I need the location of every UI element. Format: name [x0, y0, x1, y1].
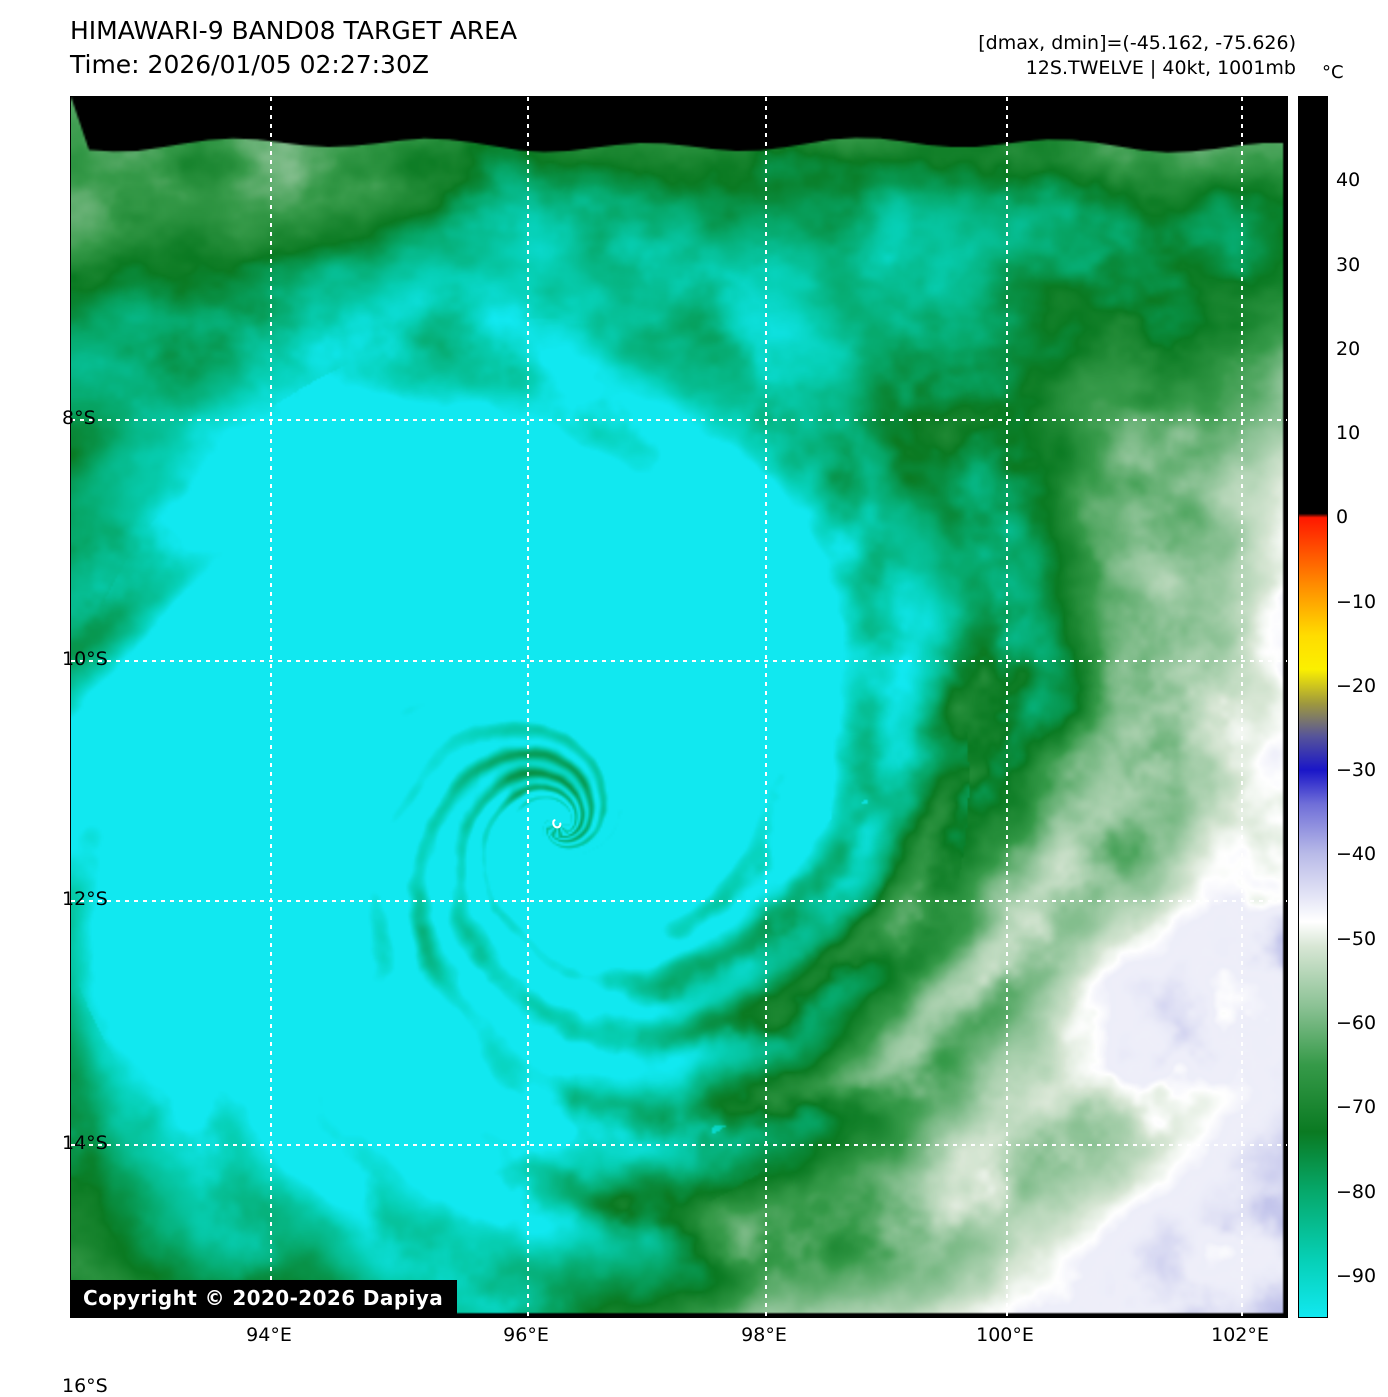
satellite-image-plot: Copyright © 2020-2026 Dapiya — [70, 96, 1288, 1318]
page-title: HIMAWARI-9 BAND08 TARGET AREA — [70, 16, 518, 45]
colorbar-tick-label: −30 — [1336, 759, 1377, 782]
colorbar-tick-label: −80 — [1336, 1180, 1377, 1203]
colorbar-tick-label: 40 — [1336, 169, 1361, 192]
colorbar — [1298, 96, 1328, 1318]
colorbar-tick-label: 30 — [1336, 253, 1361, 276]
colorbar-tick-label: −10 — [1336, 590, 1377, 613]
x-axis-tick-label: 98°E — [741, 1324, 787, 1346]
colorbar-unit-label: °C — [1322, 62, 1344, 83]
colorbar-tick-label: −90 — [1336, 1264, 1377, 1287]
x-axis-tick-label: 100°E — [976, 1324, 1034, 1346]
copyright-watermark: Copyright © 2020-2026 Dapiya — [71, 1280, 458, 1317]
title-block: HIMAWARI-9 BAND08 TARGET AREA Time: 2026… — [70, 14, 517, 82]
colorbar-tick-label: −50 — [1336, 927, 1377, 950]
colorbar-tick-label: −60 — [1336, 1012, 1377, 1035]
colorbar-tick-label: −40 — [1336, 843, 1377, 866]
satellite-imagery — [71, 97, 1287, 1317]
colorbar-gradient — [1299, 97, 1327, 1317]
colorbar-tick-label: 0 — [1336, 506, 1349, 529]
x-axis-tick-label: 102°E — [1211, 1324, 1269, 1346]
colorbar-tick-label: 20 — [1336, 337, 1361, 360]
storm-info-label: 12S.TWELVE | 40kt, 1001mb — [1025, 57, 1296, 79]
dmax-dmin-label: [dmax, dmin]=(-45.162, -75.626) — [978, 32, 1296, 54]
x-axis-tick-label: 96°E — [503, 1324, 549, 1346]
x-axis-tick-label: 94°E — [246, 1324, 292, 1346]
colorbar-tick-label: 10 — [1336, 422, 1361, 445]
timestamp-label: Time: 2026/01/05 02:27:30Z — [70, 50, 429, 79]
metadata-block: [dmax, dmin]=(-45.162, -75.626) 12S.TWEL… — [978, 31, 1296, 81]
colorbar-tick-label: −70 — [1336, 1096, 1377, 1119]
colorbar-tick-label: −20 — [1336, 674, 1377, 697]
